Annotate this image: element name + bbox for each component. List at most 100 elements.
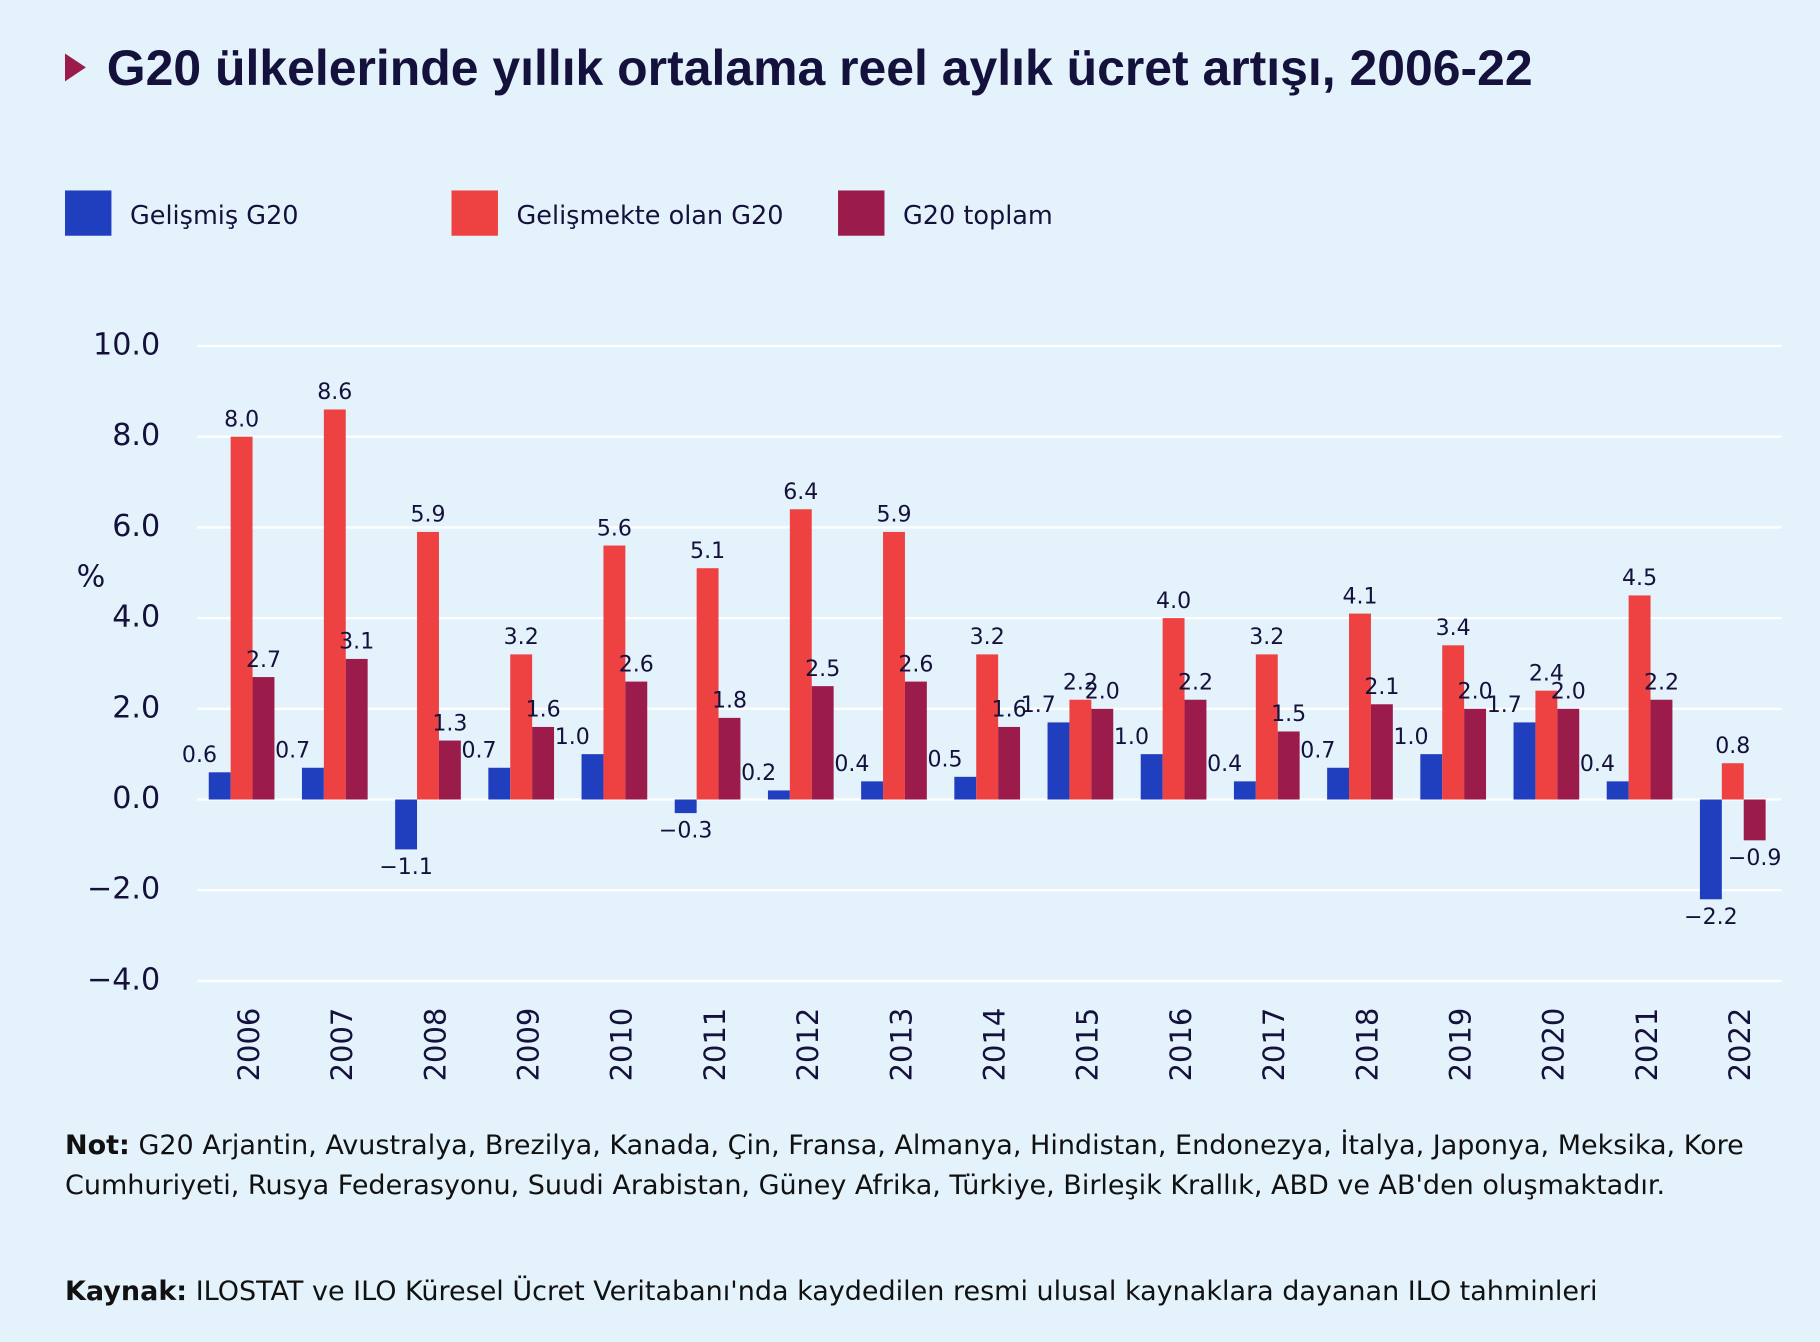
- value-label: 1.6: [992, 698, 1027, 723]
- value-label: 1.8: [712, 689, 747, 714]
- value-label: 0.8: [1715, 734, 1750, 759]
- value-label: −1.1: [379, 855, 433, 880]
- value-label: 2.0: [1085, 680, 1120, 705]
- x-tick-label: 2018: [1350, 1008, 1384, 1082]
- bar: [1650, 699, 1673, 800]
- bar: [1513, 722, 1536, 800]
- value-label: 1.0: [1394, 725, 1429, 750]
- value-label: 0.7: [462, 739, 497, 764]
- bar: [1255, 654, 1278, 800]
- y-axis-label: %: [77, 560, 106, 595]
- bar: [625, 681, 648, 800]
- note-label: Not:: [65, 1130, 130, 1161]
- bar: [1327, 767, 1350, 800]
- bar: [811, 686, 834, 800]
- value-label: 3.4: [1436, 616, 1471, 641]
- bar: [1277, 731, 1300, 800]
- bar: [976, 654, 999, 800]
- bar: [1349, 613, 1371, 800]
- bar: [581, 754, 604, 800]
- value-label: 2.5: [805, 657, 840, 682]
- y-tick-label: 2.0: [112, 690, 160, 725]
- value-label: −2.2: [1684, 905, 1738, 930]
- source-text: ILOSTAT ve ILO Küresel Ücret Veritabanı'…: [195, 1276, 1598, 1307]
- value-label: 2.0: [1551, 680, 1586, 705]
- bar: [954, 776, 977, 800]
- value-label: 5.6: [597, 516, 632, 541]
- y-tick-label: −2.0: [87, 872, 160, 907]
- value-label: 0.2: [741, 761, 776, 786]
- x-tick-label: 2021: [1630, 1008, 1664, 1082]
- x-tick-label: 2011: [698, 1008, 732, 1082]
- bar: [345, 658, 368, 800]
- x-tick-label: 2022: [1723, 1008, 1757, 1082]
- value-label: 2.2: [1063, 670, 1098, 695]
- value-label: 2.6: [898, 652, 933, 677]
- x-tick-label: 2019: [1443, 1008, 1477, 1082]
- bar: [696, 568, 719, 800]
- x-tick-label: 2012: [791, 1008, 825, 1082]
- bar: [1091, 708, 1114, 800]
- value-label: 4.5: [1622, 566, 1657, 591]
- bar: [1743, 799, 1766, 841]
- value-label: 1.7: [1487, 693, 1522, 718]
- value-label: 4.0: [1156, 589, 1191, 614]
- bar: [718, 717, 741, 800]
- value-label: 0.4: [834, 752, 869, 777]
- bar: [1162, 618, 1185, 800]
- x-tick-label: 2013: [884, 1008, 918, 1082]
- legend-label: Gelişmekte olan G20: [517, 201, 784, 231]
- y-tick-label: 6.0: [112, 509, 160, 544]
- bar: [488, 767, 511, 800]
- value-label: 8.0: [224, 407, 259, 432]
- bar: [883, 531, 905, 800]
- y-tick-label: 0.0: [112, 781, 160, 816]
- value-label: 8.6: [317, 380, 352, 405]
- bar: [674, 799, 697, 814]
- source: Kaynak: ILOSTAT ve ILO Küresel Ücret Ver…: [65, 1272, 1785, 1312]
- value-label: 2.7: [246, 648, 281, 673]
- bar: [1557, 708, 1580, 800]
- bar: [417, 531, 439, 800]
- bar: [1628, 595, 1651, 800]
- value-label: 2.2: [1644, 670, 1679, 695]
- value-label: 1.0: [1114, 725, 1149, 750]
- legend-label: Gelişmiş G20: [130, 201, 299, 231]
- bar: [1140, 754, 1163, 800]
- chart-title: G20 ülkelerinde yıllık ortalama reel ayl…: [107, 40, 1533, 96]
- value-label: 5.9: [410, 503, 445, 528]
- bar: [767, 790, 790, 800]
- value-label: 2.4: [1529, 661, 1564, 686]
- value-label: 0.4: [1580, 752, 1615, 777]
- value-label: 0.5: [928, 748, 963, 773]
- x-tick-label: 2014: [977, 1008, 1011, 1082]
- value-label: 1.5: [1271, 702, 1306, 727]
- value-label: 1.7: [1021, 693, 1056, 718]
- bar: [1606, 781, 1629, 800]
- value-label: 0.7: [1300, 739, 1335, 764]
- value-label: 3.1: [339, 630, 374, 655]
- x-tick-label: 2008: [418, 1008, 452, 1082]
- bar: [323, 409, 346, 800]
- y-tick-label: 10.0: [93, 327, 160, 362]
- title-marker: [65, 53, 86, 82]
- value-label: 1.3: [432, 711, 467, 736]
- source-label: Kaynak:: [65, 1276, 188, 1307]
- value-label: −0.3: [659, 819, 713, 844]
- bar: [1069, 699, 1092, 800]
- note-text: G20 Arjantin, Avustralya, Brezilya, Kana…: [65, 1130, 1744, 1201]
- y-tick-label: −4.0: [87, 962, 160, 997]
- bar: [1370, 704, 1393, 800]
- value-label: 2.6: [619, 652, 654, 677]
- bar: [1464, 708, 1487, 800]
- x-tick-label: 2020: [1537, 1008, 1571, 1082]
- value-label: −0.9: [1728, 846, 1782, 871]
- value-label: 5.9: [876, 503, 911, 528]
- value-label: 3.2: [504, 625, 539, 650]
- legend-swatch: [838, 190, 885, 236]
- bar: [603, 545, 626, 800]
- bar: [1184, 699, 1207, 800]
- x-tick-label: 2016: [1164, 1008, 1198, 1082]
